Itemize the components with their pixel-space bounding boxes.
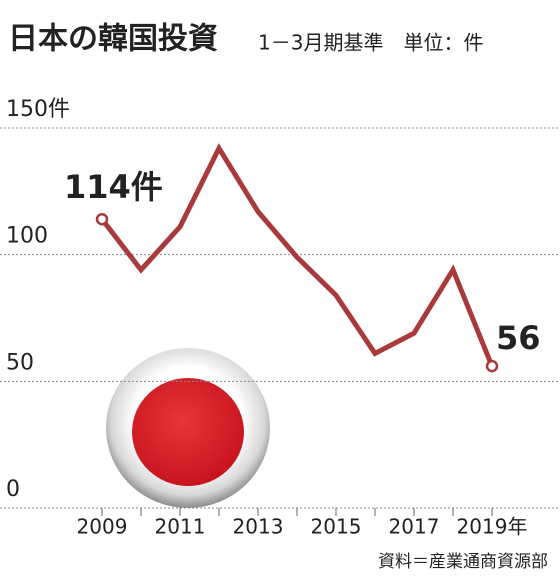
y-tick-label: 0 [6,477,20,502]
source: 資料＝産業通商資源部 [378,552,548,572]
y-tick-label: 50 [6,350,34,375]
x-tick-label: 2019年 [457,515,528,539]
chart-subtitle: 1－3月期基準 単位：件 [258,31,483,55]
flag-decoration [106,348,270,508]
data-label: 56 [496,319,541,357]
x-tick-label: 2011 [155,515,206,539]
x-tick-label: 2013 [233,515,284,539]
x-tick-label: 2017 [389,515,440,539]
y-tick-label: 100 [6,224,48,249]
data-label: 114件 [64,168,163,206]
y-tick-label: 150件 [6,97,70,122]
x-tick-label: 2015 [311,515,362,539]
point [485,359,499,373]
line [100,143,495,368]
x-tick-label: 2009 [77,515,128,539]
chart-title: 日本の韓国投資 [8,22,218,57]
point [95,212,109,226]
